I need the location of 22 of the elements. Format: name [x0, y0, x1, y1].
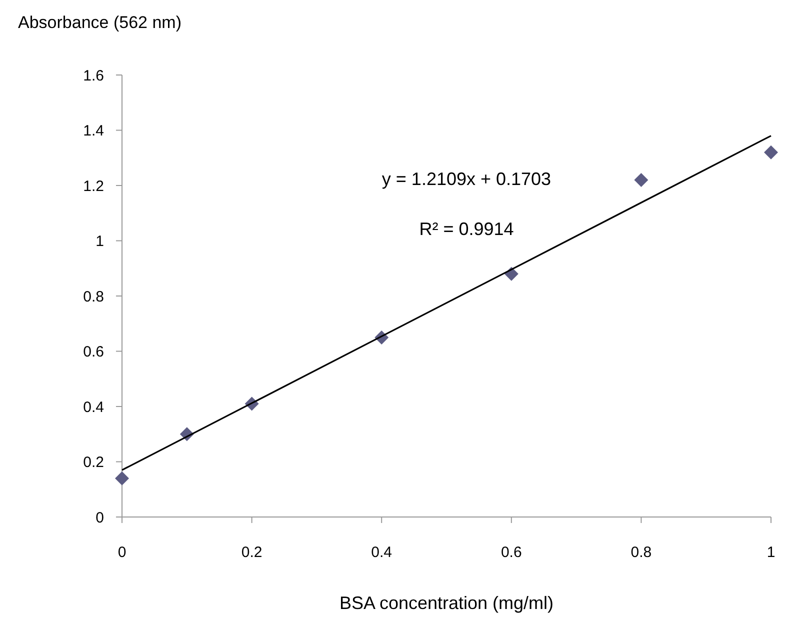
y-tick-label: 0.8	[83, 288, 104, 306]
y-tick-label: 1	[96, 233, 104, 250]
point	[634, 172, 648, 187]
x-tick-label: 0.4	[371, 544, 392, 561]
point	[764, 145, 778, 160]
annotation: R² = 0.9914	[419, 219, 514, 239]
y-tick-label: 1.2	[83, 178, 104, 195]
x-tick-label: 0.6	[500, 544, 522, 561]
x-axis-title: BSA concentration (mg/ml)	[339, 593, 554, 613]
y-tick-label: 0.6	[83, 344, 104, 360]
x-tick-label: 0	[118, 544, 126, 561]
y-tick-label: 0	[96, 509, 104, 526]
y-tick-label: 1.4	[83, 122, 104, 140]
y-tick-label: 1.6	[83, 67, 104, 84]
y-tick-label: 0.4	[83, 398, 104, 416]
point	[115, 471, 129, 486]
x-tick-label: 0.8	[630, 544, 652, 561]
x-tick-label: 1	[766, 544, 776, 561]
y-tick-label: 0.2	[83, 454, 104, 471]
x-tick-label: 0.2	[241, 544, 262, 561]
annotation: y = 1.2109x + 0.1703	[382, 169, 552, 189]
y-axis-title: Absorbance (562 nm)	[18, 13, 182, 32]
